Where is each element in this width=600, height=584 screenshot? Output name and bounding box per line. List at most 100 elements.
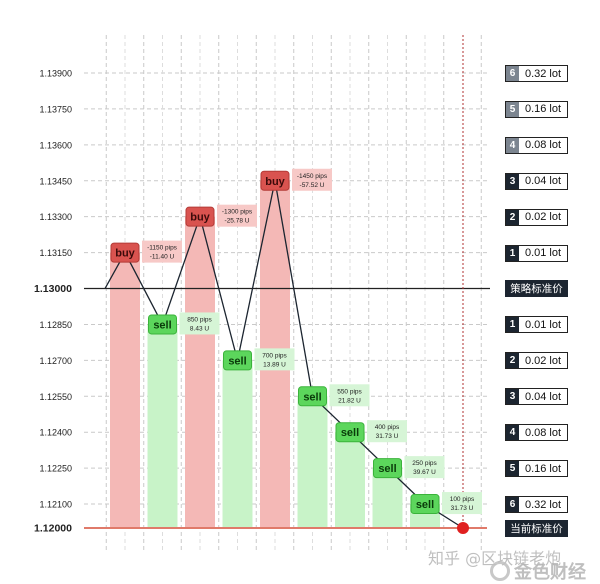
annotation-pips: 850 pips (187, 316, 212, 323)
annotation-box (292, 168, 332, 191)
buy-marker (260, 170, 290, 191)
sell-bar (335, 432, 365, 528)
upper-lot-tag: 3 0.04 lot (505, 172, 568, 190)
annotation-pnl: -25.78 U (225, 218, 250, 225)
y-tick-label: 1.13750 (39, 104, 72, 114)
brand-watermark: 金色财经 (490, 558, 586, 584)
sell-marker-label: sell (153, 319, 171, 331)
annotation-box (367, 420, 407, 443)
annotation-pnl: -57.52 U (300, 182, 325, 189)
lot-size: 0.08 lot (524, 139, 562, 152)
level-number: 2 (506, 209, 519, 225)
sell-marker-label: sell (378, 463, 396, 475)
y-tick-label: 1.13300 (39, 212, 72, 222)
annotation-pnl: -11.40 U (150, 254, 175, 261)
lower-lot-tag: 6 0.32 lot (505, 496, 568, 514)
level-number: 5 (506, 461, 519, 477)
annotation-pnl: 31.73 U (451, 505, 474, 512)
y-tick-label: 1.12850 (39, 320, 72, 330)
buy-marker (185, 206, 215, 227)
sell-marker-label: sell (341, 427, 359, 439)
lot-size: 0.02 lot (524, 354, 562, 367)
buy-marker-label: buy (265, 176, 285, 188)
annotation-pips: 700 pips (262, 352, 287, 359)
annotation-pips: 100 pips (450, 496, 475, 503)
level-number: 2 (506, 353, 519, 369)
sell-marker (298, 386, 327, 407)
lower-lot-tag: 3 0.04 lot (505, 388, 568, 406)
lot-size: 0.08 lot (524, 426, 562, 439)
sell-bar (297, 396, 328, 528)
annotation-pnl: 39.67 U (413, 469, 436, 476)
buy-marker-label: buy (190, 212, 210, 224)
level-number: 6 (506, 66, 519, 81)
action-markers: buy -1150 pips -11.40 U sell 850 pips 8.43 U b… (110, 168, 482, 534)
level-number: 4 (506, 137, 519, 153)
level-number: 3 (506, 173, 519, 189)
sell-marker (410, 494, 440, 515)
annotation-box (329, 384, 370, 407)
sell-bar (147, 324, 178, 528)
brand-name: 金色财经 (514, 562, 586, 583)
lower-lot-tag: 5 0.16 lot (505, 460, 568, 478)
level-number: 1 (506, 317, 519, 333)
upper-lot-tag: 6 0.32 lot (505, 65, 568, 82)
buy-marker (110, 242, 140, 263)
y-tick-label: 1.13600 (39, 140, 72, 150)
y-tick-label: 1.12400 (39, 428, 72, 438)
annotation-pips: -1300 pips (222, 209, 253, 216)
annotation-pips: -1450 pips (297, 173, 328, 180)
y-tick-label: 1.12700 (39, 356, 72, 366)
level-number: 3 (506, 389, 519, 405)
sell-marker (148, 314, 177, 335)
sell-marker-label: sell (416, 499, 434, 511)
y-tick-label: 1.12250 (39, 464, 72, 474)
lot-size: 0.02 lot (524, 211, 562, 224)
annotation-box (179, 312, 220, 335)
buy-marker-label: buy (115, 248, 135, 260)
lower-lot-tag: 1 0.01 lot (505, 316, 568, 334)
annotation-box (217, 204, 257, 227)
annotation-pips: -1150 pips (147, 245, 178, 252)
brand-logo-icon (490, 561, 510, 581)
annotation-pips: 550 pips (337, 388, 362, 395)
current-price-label: 当前标准价 (505, 520, 568, 537)
annotation-box (442, 492, 482, 515)
buy-bar (110, 252, 140, 528)
lower-lot-tag: 2 0.02 lot (505, 352, 568, 370)
strategy-baseline-label: 策略标准价 (505, 279, 568, 297)
y-tick-label: 1.13450 (39, 176, 72, 186)
sell-marker (373, 458, 402, 479)
annotation-box (254, 348, 295, 371)
y-tick-label: 1.12000 (34, 523, 72, 535)
current-price-dot (457, 522, 469, 534)
annotation-pnl: 8.43 U (190, 325, 209, 332)
y-axis: 1.13900 1.13750 1.13600 1.13450 1.13300 1.131… (34, 69, 72, 535)
annotation-pnl: 13.89 U (263, 361, 286, 368)
sell-marker (335, 422, 365, 443)
upper-lot-tag: 4 0.08 lot (505, 136, 568, 154)
buy-bar (185, 216, 215, 528)
sell-bar (222, 360, 253, 528)
sell-marker-label: sell (303, 391, 321, 403)
annotation-pnl: 31.73 U (376, 433, 399, 440)
lower-lot-tag: 4 0.08 lot (505, 424, 568, 442)
level-number: 1 (506, 245, 519, 261)
annotation-pips: 400 pips (375, 424, 400, 431)
annotation-box (142, 240, 182, 263)
lot-size: 0.16 lot (524, 103, 562, 116)
annotation-pnl: 21.82 U (338, 397, 361, 404)
lot-size: 0.04 lot (524, 390, 562, 403)
lot-size: 0.01 lot (524, 318, 562, 331)
annotation-box (404, 456, 445, 479)
level-number: 6 (506, 497, 519, 513)
upper-lot-tag: 1 0.01 lot (505, 244, 568, 262)
y-tick-label: 1.12550 (39, 392, 72, 402)
sell-marker-label: sell (228, 355, 246, 367)
annotation-pips: 250 pips (412, 460, 437, 467)
level-number: 5 (506, 101, 519, 117)
y-tick-label: 1.12100 (39, 500, 72, 510)
upper-lot-tag: 5 0.16 lot (505, 100, 568, 118)
level-number: 4 (506, 425, 519, 441)
lot-size: 0.32 lot (524, 67, 562, 80)
